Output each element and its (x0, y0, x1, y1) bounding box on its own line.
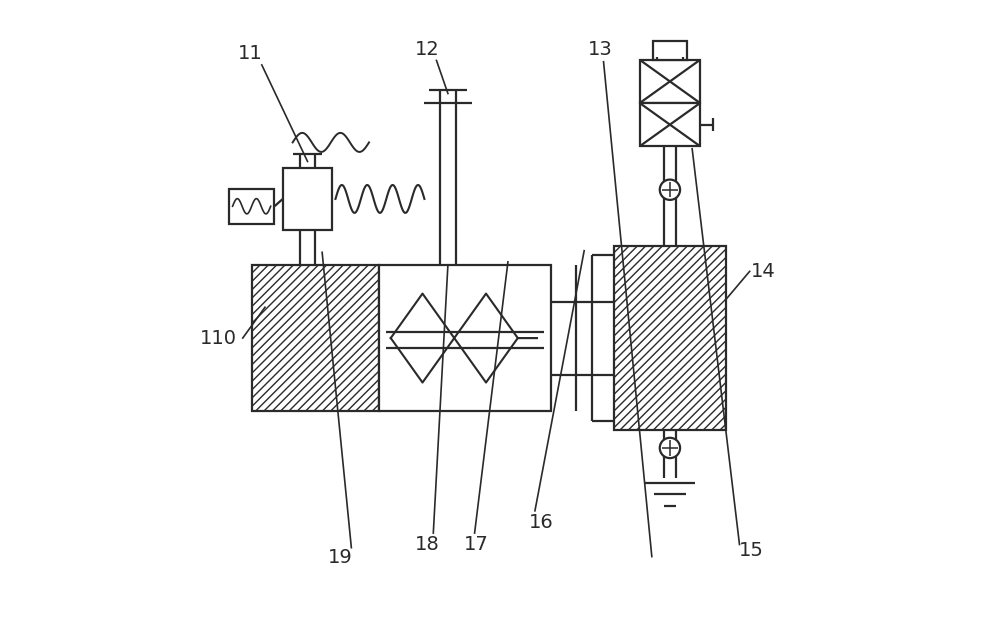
Bar (229, 189, 274, 224)
Text: 14: 14 (751, 262, 776, 281)
Text: 11: 11 (238, 44, 263, 63)
Bar (379, 265, 551, 411)
Bar (283, 168, 332, 230)
Text: 18: 18 (415, 535, 439, 554)
Bar (640, 103, 700, 146)
Circle shape (660, 438, 680, 458)
Text: 13: 13 (588, 40, 613, 59)
Text: 17: 17 (463, 535, 488, 554)
Text: 15: 15 (738, 542, 763, 560)
Bar (653, 41, 687, 60)
Bar (614, 246, 726, 430)
Bar (640, 60, 700, 103)
Text: 12: 12 (415, 40, 439, 59)
Circle shape (660, 179, 680, 200)
Text: 19: 19 (328, 547, 352, 567)
Bar (576, 302, 592, 375)
Bar (252, 265, 379, 411)
Text: 16: 16 (529, 513, 554, 531)
Text: 110: 110 (200, 329, 237, 348)
